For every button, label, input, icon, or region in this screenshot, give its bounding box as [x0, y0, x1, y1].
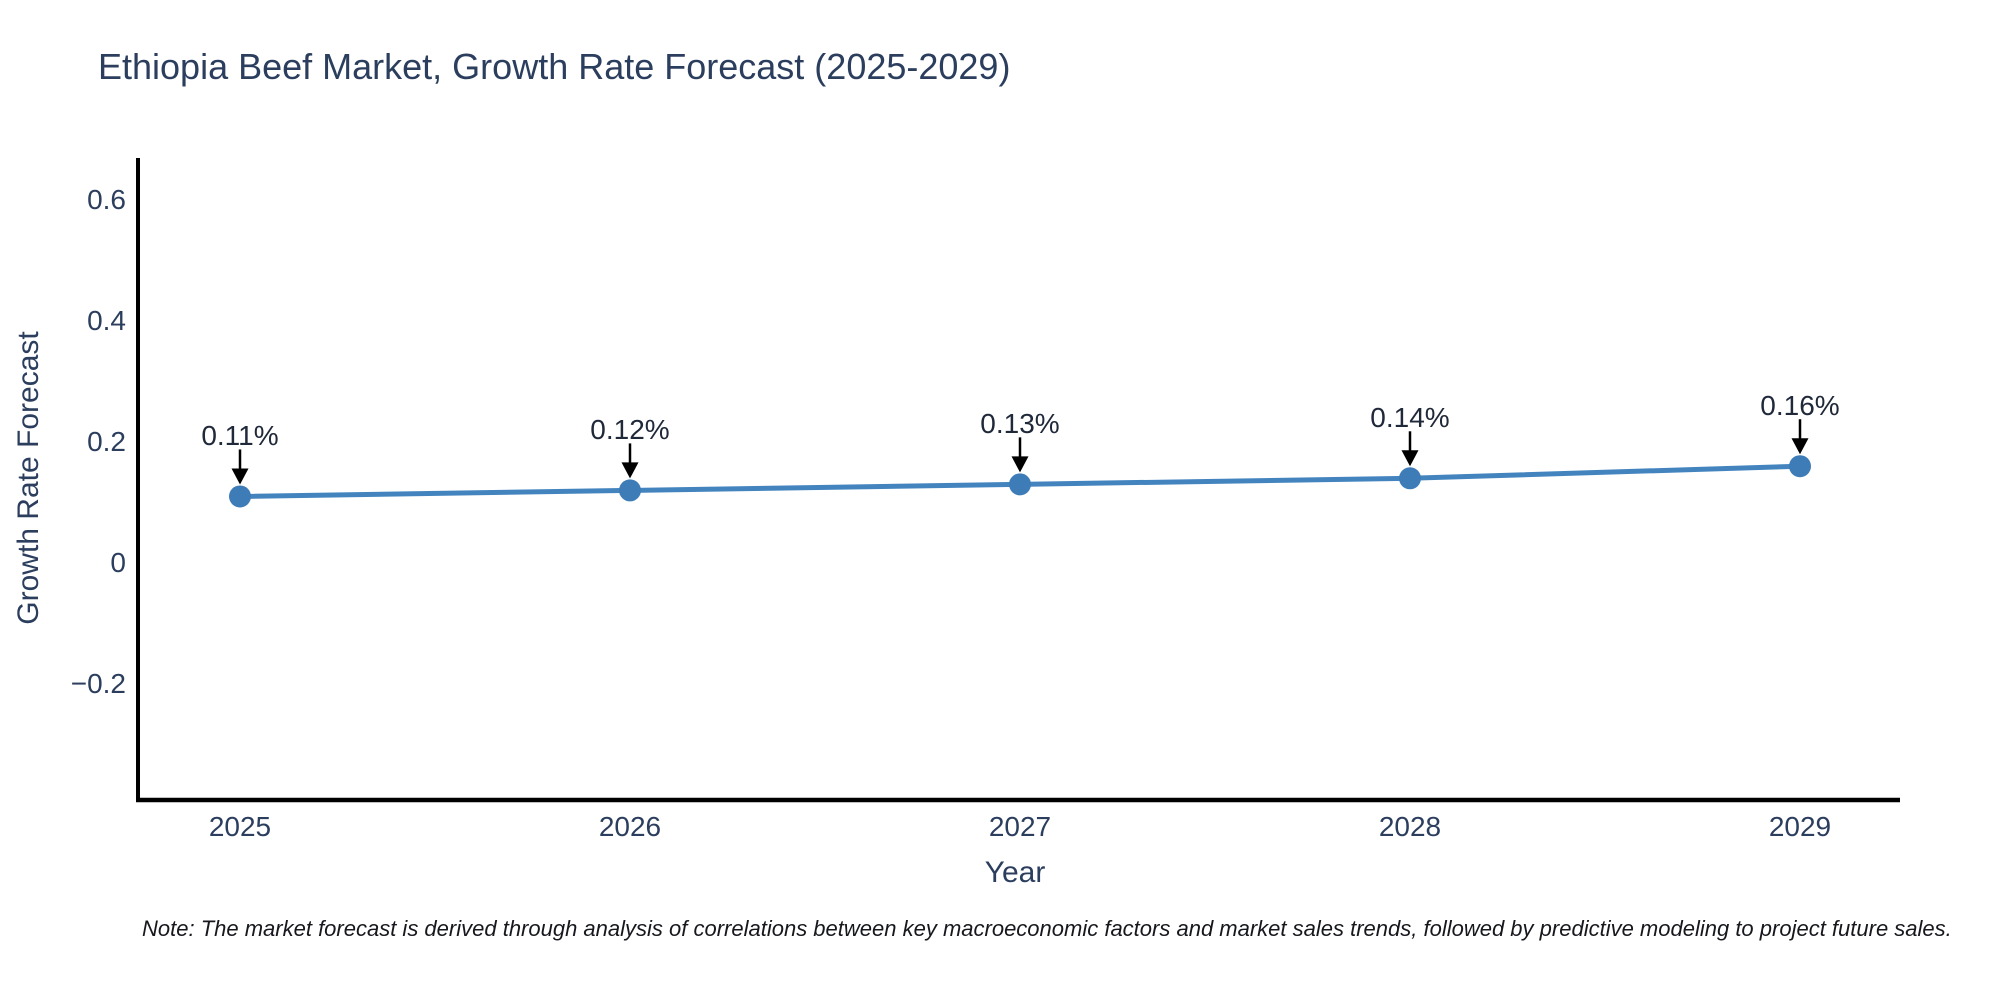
point-value-label: 0.11%: [201, 420, 279, 452]
data-point-2025[interactable]: [229, 485, 251, 508]
y-tick-label: 0: [110, 547, 126, 578]
data-point-2026[interactable]: [619, 479, 641, 502]
y-axis-title: Growth Rate Forecast: [12, 331, 45, 625]
point-value-label: 0.12%: [590, 414, 670, 446]
footnote: Note: The market forecast is derived thr…: [142, 916, 1952, 941]
x-tick-label: 2025: [208, 811, 272, 842]
annotation-arrow-head: [1791, 438, 1809, 455]
y-tick-label: 0.2: [87, 426, 126, 457]
point-value-label: 0.14%: [1370, 402, 1450, 434]
annotation-arrow-head: [1401, 450, 1419, 467]
data-point-2027[interactable]: [1009, 473, 1031, 496]
chart-title: Ethiopia Beef Market, Growth Rate Foreca…: [98, 46, 1011, 87]
point-value-label: 0.13%: [980, 408, 1060, 440]
x-tick-label: 2029: [1768, 811, 1832, 842]
data-point-2029[interactable]: [1789, 455, 1811, 478]
annotation-arrow-head: [1011, 456, 1029, 473]
point-value-label: 0.16%: [1760, 390, 1840, 422]
y-tick-label: 0.4: [87, 305, 126, 336]
annotation-arrow-head: [231, 468, 249, 485]
annotation-arrow-head: [621, 462, 639, 479]
y-tick-label: −0.2: [70, 668, 126, 699]
y-tick-label: 0.6: [87, 184, 126, 215]
x-axis-title: Year: [984, 856, 1046, 889]
data-point-2028[interactable]: [1399, 467, 1421, 490]
x-tick-label: 2026: [598, 811, 662, 842]
x-tick-label: 2028: [1378, 811, 1442, 842]
x-tick-label: 2027: [988, 811, 1052, 842]
